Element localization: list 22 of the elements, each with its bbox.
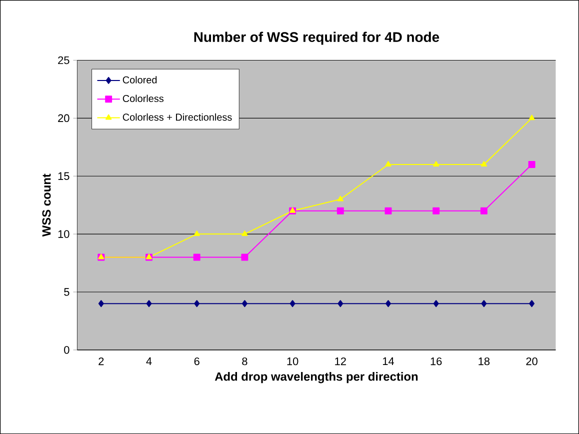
y-tick-label: 25 [58,56,70,64]
x-tick-label: 10 [287,357,298,366]
x-tick-label: 14 [382,357,394,365]
x-tick-label: 16 [430,357,442,366]
x-tick-label: 4 [146,357,152,365]
x-axis-title: Add drop wavelengths per direction [214,372,418,384]
x-tick-label: 8 [242,357,248,366]
y-axis-title: WSS count [42,174,51,237]
x-tick-label: 18 [478,357,490,366]
y-tick-label: 5 [64,288,70,296]
chart-title: Number of WSS required for 4D node [194,32,440,45]
y-tick-label: 20 [58,114,70,122]
legend-label: Colorless [122,94,164,102]
y-tick-label: 15 [58,172,70,180]
x-tick-label: 6 [194,357,200,366]
legend-label: Colored [122,76,157,84]
x-tick-label: 12 [335,357,346,366]
x-tick-label: 2 [98,357,104,366]
y-tick-label: 0 [64,346,70,354]
legend-label: Colorless + Directionless [122,113,232,121]
y-tick-label: 10 [58,230,70,238]
x-tick-label: 20 [526,357,538,366]
